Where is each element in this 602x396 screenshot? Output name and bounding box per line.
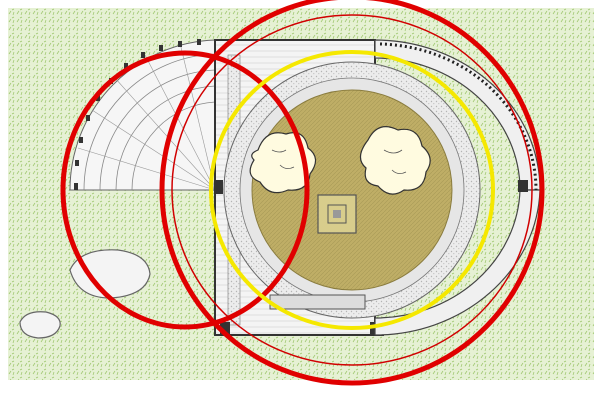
- highlight-annotations: [60, 0, 545, 386]
- entrance-step: [269, 294, 366, 310]
- tree-canopy-icon: [359, 126, 431, 195]
- highlight-circle-red-thin: [171, 14, 533, 366]
- highlight-circle-red-left: [60, 50, 310, 330]
- boulder-icon: [19, 311, 61, 339]
- boulder-icon: [69, 249, 151, 299]
- terrace-arc-left: [69, 39, 216, 191]
- highlight-circle-red-large: [159, 0, 545, 386]
- center-marker-icon: [317, 194, 357, 234]
- highlight-circle-yellow: [209, 50, 495, 330]
